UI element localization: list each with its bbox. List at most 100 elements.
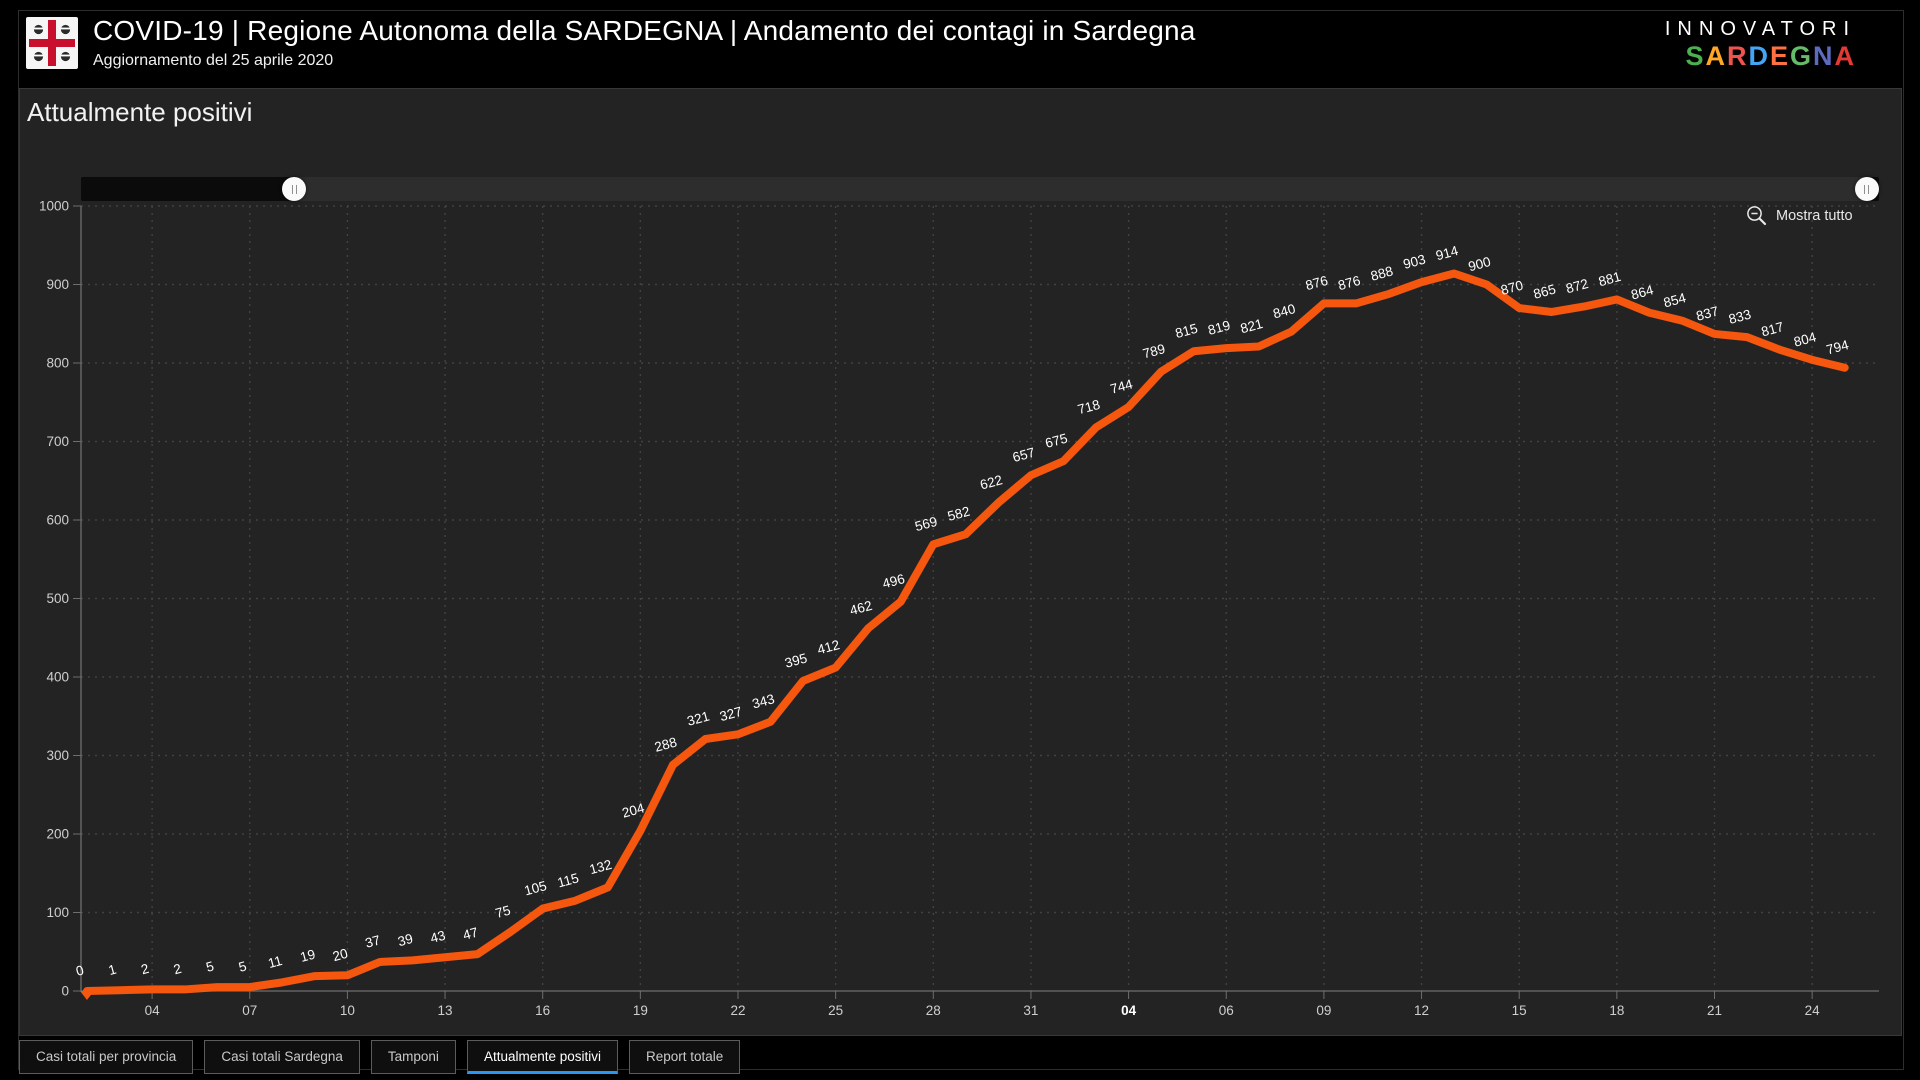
point-label: 744 bbox=[1109, 376, 1135, 396]
point-label: 837 bbox=[1695, 303, 1721, 323]
x-axis-label: 22 bbox=[730, 1003, 745, 1018]
x-axis-label: 19 bbox=[633, 1003, 648, 1018]
brand-innovatori-sardegna: INNOVATORI SARDEGNA bbox=[1665, 18, 1856, 72]
point-label: 622 bbox=[978, 472, 1004, 492]
point-label: 914 bbox=[1434, 243, 1460, 263]
x-axis-label: 10 bbox=[340, 1003, 355, 1018]
slider-handle-right[interactable] bbox=[1854, 177, 1879, 201]
point-label: 876 bbox=[1304, 273, 1330, 293]
x-axis: 04 07 10 13 16 19 22 25 28 31 04 06 09 12 15 18 21 24 bbox=[81, 990, 1879, 1018]
y-axis-label: 900 bbox=[46, 277, 69, 292]
point-label: 789 bbox=[1141, 341, 1167, 361]
point-label: 327 bbox=[718, 704, 744, 724]
point-label: 817 bbox=[1760, 319, 1786, 339]
point-label: 75 bbox=[494, 903, 512, 921]
x-axis-label: 06 bbox=[1219, 1003, 1234, 1018]
v-gridlines bbox=[151, 206, 1813, 991]
point-label: 718 bbox=[1076, 397, 1102, 417]
x-axis-label: 07 bbox=[242, 1003, 257, 1018]
point-label: 11 bbox=[266, 953, 283, 971]
point-label: 872 bbox=[1564, 276, 1590, 296]
y-axis-label: 700 bbox=[46, 434, 69, 449]
header-bar: COVID-19 | Regione Autonoma della SARDEG… bbox=[26, 15, 1196, 70]
point-label: 462 bbox=[848, 598, 874, 618]
range-slider[interactable] bbox=[81, 177, 1879, 201]
point-label: 903 bbox=[1402, 252, 1428, 272]
point-label: 412 bbox=[816, 637, 842, 657]
tab-report-totale[interactable]: Report totale bbox=[629, 1040, 741, 1074]
x-axis-label: 21 bbox=[1707, 1003, 1722, 1018]
point-label: 657 bbox=[1011, 445, 1037, 465]
show-all-button[interactable]: Mostra tutto bbox=[1746, 205, 1853, 226]
region-sardegna-logo-icon bbox=[26, 16, 78, 69]
point-labels: 0 1 2 2 5 5 11 19 20 37 39 43 47 75 105 115 132 204 288 321… bbox=[74, 243, 1851, 979]
series-start-marker bbox=[80, 991, 94, 1000]
point-label: 288 bbox=[653, 734, 679, 754]
point-label: 115 bbox=[556, 870, 581, 890]
y-axis-label: 100 bbox=[46, 905, 69, 920]
point-label: 815 bbox=[1174, 321, 1200, 341]
y-axis-label: 400 bbox=[46, 670, 69, 685]
point-label: 569 bbox=[913, 514, 939, 534]
point-label: 1 bbox=[107, 962, 118, 978]
tab-casi-totali-per-provincia[interactable]: Casi totali per provincia bbox=[19, 1040, 194, 1074]
x-axis-label: 15 bbox=[1512, 1003, 1527, 1018]
brand-line-innovatori: INNOVATORI bbox=[1664, 18, 1856, 40]
point-label: 343 bbox=[751, 691, 777, 711]
y-axis: 0 100 200 300 400 500 600 700 800 900 1000 bbox=[39, 199, 82, 999]
point-label: 204 bbox=[620, 800, 646, 820]
point-label: 794 bbox=[1825, 337, 1851, 357]
point-label: 840 bbox=[1271, 301, 1297, 321]
point-label: 881 bbox=[1597, 269, 1623, 289]
y-axis-label: 300 bbox=[46, 748, 69, 763]
h-gridlines bbox=[81, 205, 1879, 914]
point-label: 888 bbox=[1369, 263, 1395, 283]
zoom-out-icon bbox=[1747, 206, 1767, 226]
point-label: 0 bbox=[74, 962, 85, 978]
slider-selected-range[interactable] bbox=[294, 177, 1867, 201]
x-axis-label: 18 bbox=[1609, 1003, 1624, 1018]
point-label: 900 bbox=[1467, 254, 1493, 274]
page-title: COVID-19 | Regione Autonoma della SARDEG… bbox=[93, 15, 1196, 46]
brand-letter: G bbox=[1789, 41, 1813, 71]
x-axis-label: 31 bbox=[1023, 1003, 1038, 1018]
point-label: 395 bbox=[783, 650, 809, 670]
x-axis-label: 28 bbox=[926, 1003, 941, 1018]
brand-letter: A bbox=[1705, 41, 1727, 71]
x-axis-label: 16 bbox=[535, 1003, 550, 1018]
line-chart[interactable]: 04 07 10 13 16 19 22 25 28 31 04 06 09 12 15 18 21 240100… bbox=[20, 89, 1903, 1037]
page-subtitle: Aggiornamento del 25 aprile 2020 bbox=[93, 52, 334, 69]
point-label: 5 bbox=[237, 959, 248, 975]
tab-attualmente-positivi[interactable]: Attualmente positivi bbox=[466, 1040, 618, 1074]
slider-handle-left[interactable] bbox=[282, 177, 307, 201]
point-label: 2 bbox=[172, 961, 183, 977]
series-line bbox=[83, 269, 1849, 995]
tab-casi-totali-sardegna[interactable]: Casi totali Sardegna bbox=[204, 1040, 360, 1074]
point-label: 865 bbox=[1532, 281, 1558, 301]
point-label: 43 bbox=[429, 928, 447, 946]
point-label: 321 bbox=[685, 709, 711, 729]
brand-letter: A bbox=[1834, 41, 1856, 71]
point-label: 2 bbox=[139, 961, 150, 977]
point-label: 105 bbox=[523, 878, 549, 898]
x-axis-label: 09 bbox=[1316, 1003, 1331, 1018]
point-label: 864 bbox=[1629, 282, 1655, 302]
brand-line-sardegna: SARDEGNA bbox=[1665, 41, 1856, 72]
x-axis-label: 13 bbox=[438, 1003, 453, 1018]
point-label: 582 bbox=[946, 504, 972, 524]
point-label: 675 bbox=[1044, 431, 1070, 451]
brand-letter: D bbox=[1748, 41, 1770, 71]
tab-tamponi[interactable]: Tamponi bbox=[370, 1040, 456, 1074]
point-label: 19 bbox=[298, 947, 316, 965]
x-axis-label: 25 bbox=[828, 1003, 843, 1018]
x-axis-label: 24 bbox=[1805, 1003, 1821, 1018]
y-axis-label: 1000 bbox=[39, 199, 69, 214]
point-label: 132 bbox=[588, 857, 614, 877]
brand-letter: R bbox=[1726, 41, 1749, 71]
point-label: 5 bbox=[204, 959, 215, 975]
y-axis-label: 600 bbox=[46, 513, 69, 528]
point-label: 20 bbox=[331, 946, 349, 964]
show-all-label: Mostra tutto bbox=[1776, 207, 1853, 224]
point-label: 833 bbox=[1727, 307, 1753, 327]
brand-letter: N bbox=[1813, 41, 1835, 71]
